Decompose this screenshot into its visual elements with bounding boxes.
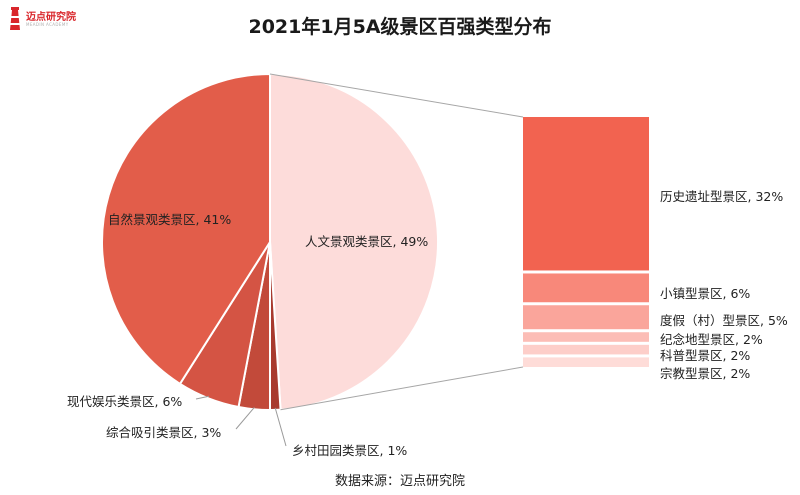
- slice-label: 人文景观类景区, 49%: [305, 234, 428, 249]
- breakdown-label: 科普型景区, 2%: [660, 348, 750, 363]
- slice-label: 综合吸引类景区, 3%: [106, 425, 221, 440]
- breakdown-label: 小镇型景区, 6%: [660, 286, 750, 301]
- breakdown-bar-segment: [523, 357, 649, 367]
- chart-title: 2021年1月5A级景区百强类型分布: [248, 16, 552, 38]
- connector-line: [280, 366, 524, 411]
- pie-slice: [100, 72, 271, 386]
- slice-label: 现代娱乐类景区, 6%: [67, 394, 182, 409]
- lighthouse-icon: [10, 7, 20, 30]
- breakdown-label: 度假（村）型景区, 5%: [660, 313, 788, 328]
- slice-label: 自然景观类景区, 41%: [108, 212, 231, 227]
- logo-text: 迈点研究院: [26, 12, 76, 23]
- pie-slice: [269, 72, 439, 411]
- breakdown-bar-segment: [523, 344, 649, 355]
- brand-logo: 迈点研究院 MEADIN ACADEMY: [6, 6, 86, 34]
- breakdown-label: 宗教型景区, 2%: [660, 366, 750, 381]
- logo-subtext: MEADIN ACADEMY: [26, 22, 69, 27]
- connector-line: [269, 73, 524, 118]
- slice-label: 乡村田园类景区, 1%: [292, 443, 407, 458]
- data-source: 数据来源：迈点研究院: [334, 474, 465, 489]
- leader-line: [274, 407, 287, 447]
- breakdown-label: 历史遗址型景区, 32%: [660, 189, 783, 204]
- leader-line: [235, 406, 255, 430]
- breakdown-bar-segment: [523, 273, 649, 303]
- breakdown-bar-segment: [523, 117, 649, 271]
- breakdown-bar-segment: [523, 332, 649, 342]
- breakdown-bar-segment: [523, 305, 649, 330]
- leader-line: [195, 395, 210, 400]
- breakdown-label: 纪念地型景区, 2%: [660, 332, 763, 347]
